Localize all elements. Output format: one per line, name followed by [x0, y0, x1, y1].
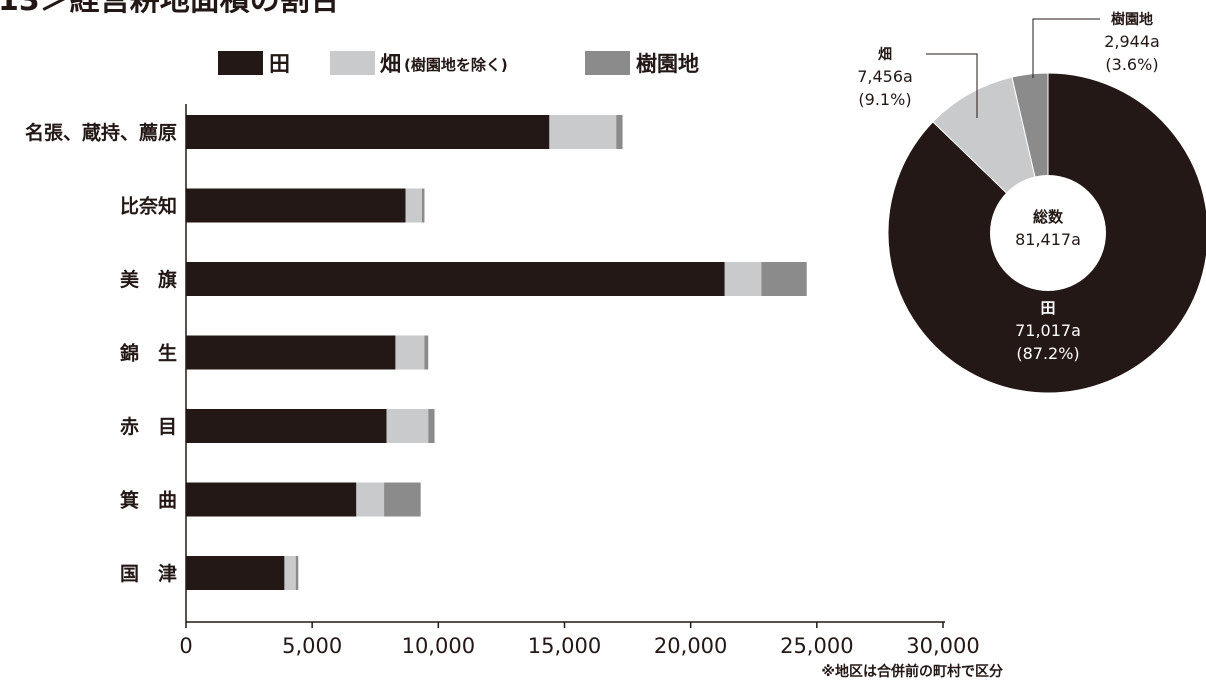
x-tick-label: 30,000	[906, 634, 979, 658]
stacked-bars	[186, 115, 807, 590]
bar-segment-orchard	[295, 556, 299, 590]
bar-segment-rice	[186, 188, 406, 223]
legend-swatch-orchard	[585, 51, 630, 75]
slice-label-orchard-name: 樹園地	[1111, 11, 1153, 28]
footnote: ※地区は合併前の町村で区分	[821, 663, 1003, 680]
slice-label-rice-value: 71,017a	[1015, 321, 1081, 340]
leader-line-field	[926, 53, 978, 118]
x-tick-label: 20,000	[654, 634, 727, 658]
legend-note-field: (樹園地を除く)	[404, 56, 508, 74]
bar-segment-field	[395, 335, 425, 370]
x-tick-label: 25,000	[780, 634, 853, 658]
bar-segment-orchard	[424, 335, 429, 370]
bar-segment-rice	[186, 115, 550, 149]
bar-segment-field	[724, 262, 762, 296]
bar-segment-orchard	[616, 115, 623, 149]
bar-segment-orchard	[428, 409, 435, 443]
category-label: 赤 目	[120, 416, 177, 438]
bar-segment-field	[284, 556, 296, 590]
figure-title: 13＞経営耕地面積の割合	[0, 0, 340, 18]
bar-segment-rice	[186, 409, 387, 443]
bar-segment-field	[356, 482, 385, 517]
category-label: 錦 生	[120, 342, 177, 365]
slice-label-field-percent: (9.1%)	[858, 90, 911, 109]
x-tick-label: 5,000	[282, 634, 342, 658]
bar-segment-rice	[186, 556, 285, 590]
leader-line-orchard	[1032, 18, 1100, 78]
slice-label-field-name: 畑	[877, 47, 892, 63]
slice-label-field-value: 7,456a	[857, 67, 913, 86]
legend-swatch-rice	[218, 51, 263, 75]
slice-label-rice-name: 田	[1040, 299, 1055, 317]
bar-segment-orchard	[761, 262, 807, 296]
legend-label-rice: 田	[269, 52, 290, 76]
bar-segment-field	[386, 409, 429, 443]
category-label: 名張、蔵持、薦原	[25, 121, 177, 144]
bar-segment-rice	[186, 482, 357, 517]
bar-segment-rice	[186, 262, 725, 296]
slice-label-orchard-value: 2,944a	[1104, 32, 1160, 51]
x-axis-ticks: 0 5,000 10,000 15,000 20,000 25,000 30,000	[179, 622, 980, 658]
category-label: 美 旗	[120, 268, 177, 291]
x-tick-label: 0	[179, 634, 192, 658]
x-tick-label: 10,000	[402, 634, 475, 658]
bar-segment-orchard	[384, 482, 421, 517]
category-label: 比奈知	[120, 195, 177, 218]
slice-label-orchard-percent: (3.6%)	[1105, 55, 1158, 74]
category-label: 箕 曲	[120, 489, 177, 512]
donut-hole	[990, 175, 1106, 291]
legend: 田 畑 (樹園地を除く) 樹園地	[218, 51, 699, 76]
x-tick-label: 15,000	[528, 634, 601, 658]
bar-segment-rice	[186, 335, 396, 370]
legend-label-orchard: 樹園地	[636, 52, 699, 76]
slice-label-rice-percent: (87.2%)	[1016, 344, 1079, 363]
legend-swatch-field	[330, 51, 375, 75]
category-label: 国 津	[120, 562, 177, 585]
bar-segment-orchard	[421, 188, 425, 223]
bar-segment-field	[549, 115, 617, 149]
bar-segment-field	[405, 188, 422, 223]
legend-label-field: 畑	[380, 52, 401, 76]
donut-chart: 総数 81,417a 田 71,017a (87.2%) 畑 7,456a (9…	[857, 11, 1206, 394]
donut-center-value: 81,417a	[1015, 230, 1081, 249]
donut-center-label: 総数	[1033, 208, 1064, 226]
